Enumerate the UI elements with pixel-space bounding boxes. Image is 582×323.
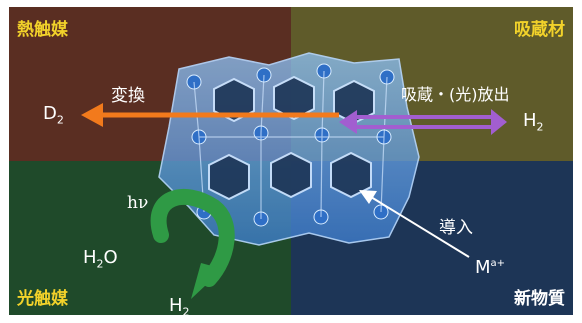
label-h2-right: H2: [523, 110, 544, 134]
label-absorb-release: 吸蔵・(光)放出: [401, 85, 510, 104]
ion-sup: a+: [490, 258, 506, 269]
label-h2-bottom: H2: [169, 295, 190, 315]
corner-photocatalyst: 光触媒: [17, 289, 68, 309]
crystal-structure: [158, 52, 420, 246]
corner-new-material: 新物質: [514, 289, 565, 309]
water-o: O: [103, 247, 118, 268]
conversion-arrow: [81, 103, 339, 127]
ion-base: M: [475, 257, 491, 278]
h2-right-base: H: [523, 110, 537, 131]
d2-base: D: [43, 103, 57, 124]
corner-storage-material: 吸蔵材: [514, 20, 565, 40]
storage-release-arrow: [339, 109, 507, 135]
label-metal-ion: Ma+: [475, 257, 505, 278]
water-sub: 2: [96, 257, 104, 271]
d2-sub: 2: [56, 113, 64, 127]
label-d2: D2: [43, 103, 64, 127]
h2-bottom-base: H: [169, 295, 183, 315]
water-h: H: [83, 247, 97, 268]
figure-frame: 熱触媒 吸蔵材 光触媒 新物質 変換 D2 吸蔵・(光)放出 H2 hν H2O…: [9, 7, 573, 315]
label-water: H2O: [83, 247, 118, 271]
label-conversion: 変換: [111, 86, 145, 106]
corner-thermal-catalyst: 熱触媒: [17, 20, 68, 40]
h2-bottom-sub: 2: [182, 305, 190, 315]
insertion-arrow: [359, 190, 470, 258]
diagram-graphics: [81, 52, 507, 299]
label-photon: hν: [127, 193, 149, 213]
photocatalysis-arrow: [150, 188, 235, 299]
h2-right-sub: 2: [536, 120, 544, 134]
label-introduce: 導入: [439, 218, 473, 238]
